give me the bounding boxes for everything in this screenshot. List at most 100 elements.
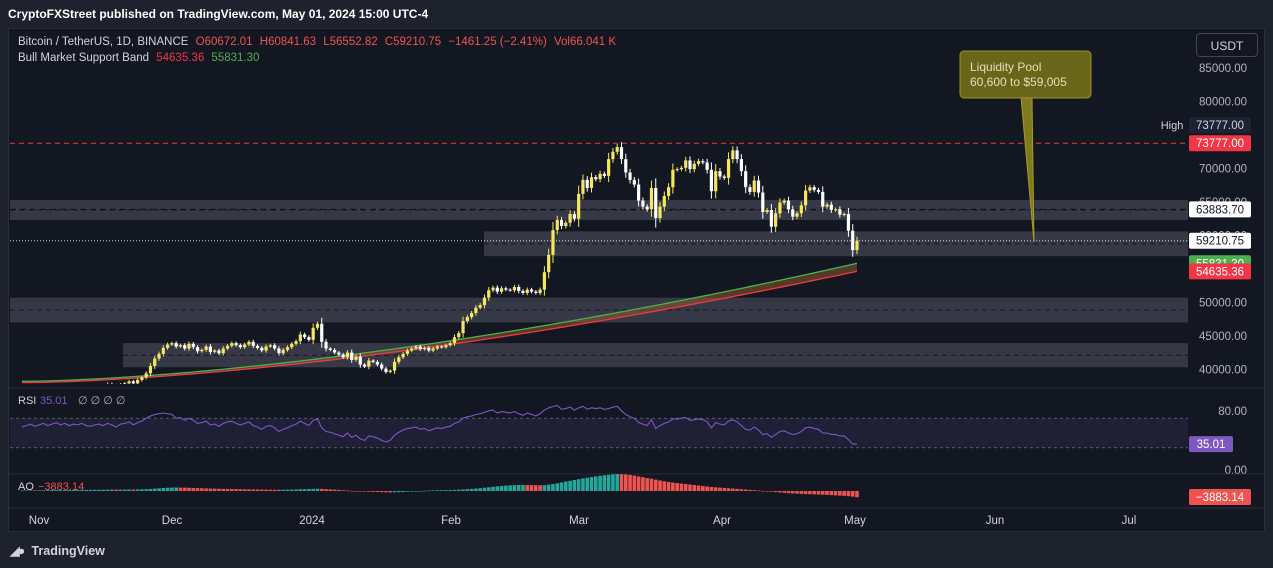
ao-bar	[212, 488, 217, 491]
ao-bar	[24, 490, 29, 492]
candle-body	[615, 147, 619, 152]
price-label-bg-high	[1189, 135, 1251, 152]
candle-body	[619, 147, 624, 160]
candle-body	[187, 343, 191, 349]
ao-bar	[581, 478, 585, 491]
candle-body	[838, 209, 842, 215]
ao-bar	[63, 490, 67, 491]
ao-bar	[371, 491, 375, 492]
ao-bar	[611, 474, 615, 491]
ao-bar	[696, 485, 701, 491]
candle-body	[688, 160, 692, 170]
candle-body	[709, 169, 714, 192]
ao-bar	[833, 491, 838, 496]
candle-body	[658, 206, 662, 219]
candle-body	[161, 347, 165, 354]
ao-bar	[165, 487, 170, 491]
rsi-legend-nulls: ∅ ∅ ∅ ∅	[78, 395, 126, 407]
candle-body	[786, 200, 791, 210]
liquidity-pool-box	[959, 50, 1092, 99]
candle-body	[461, 321, 465, 334]
currency-button[interactable]: USDT	[1196, 33, 1258, 57]
candle-body	[585, 179, 589, 188]
bull-band-group	[21, 262, 858, 384]
ao-bar	[542, 485, 547, 491]
candle-body	[769, 209, 773, 227]
candle-body	[821, 191, 825, 207]
ao-bar	[658, 480, 662, 491]
liquidity-pool-line2: 60,600 to $59,005	[970, 75, 1067, 89]
tradingview-logo[interactable]: ◢● TradingView	[10, 543, 105, 558]
candle-body	[217, 350, 221, 354]
candle-body	[384, 368, 388, 372]
ao-bar	[478, 488, 482, 491]
candle-body	[362, 364, 367, 367]
ao-bar	[782, 491, 787, 493]
candle-body	[225, 345, 230, 349]
price-label-bg-last	[1189, 232, 1251, 249]
candle-body	[632, 179, 636, 185]
ao-bar	[204, 488, 208, 491]
ao-bar	[666, 481, 671, 491]
candle-body	[440, 346, 444, 348]
ao-bar	[414, 491, 418, 492]
ao-bar	[726, 488, 731, 491]
ao-bar	[456, 489, 461, 491]
candle-body	[474, 307, 478, 314]
ao-bar	[178, 487, 183, 491]
candle-body	[341, 354, 345, 358]
ao-bar	[855, 491, 859, 498]
ao-bar	[602, 475, 607, 491]
time-tick-dec: Dec	[162, 515, 183, 527]
candle-body	[624, 159, 628, 173]
candle-body	[607, 159, 611, 176]
candle-body	[148, 365, 153, 374]
candle-body	[358, 356, 362, 365]
ao-bar	[683, 484, 688, 491]
rsi-band	[10, 418, 1188, 448]
candle-body	[337, 352, 341, 355]
ao-bar	[247, 489, 251, 491]
candle-body	[401, 353, 405, 358]
candle-body	[846, 213, 851, 231]
ao-legend-value: −3883.14	[38, 481, 84, 493]
ao-bar	[375, 491, 380, 492]
ao-bar	[731, 488, 735, 491]
candle-body	[273, 345, 277, 349]
ao-bar	[337, 489, 341, 491]
time-tick-may: May	[844, 515, 866, 527]
candle-body	[76, 391, 79, 392]
indicator-value-ema: 55831.30	[211, 52, 260, 64]
publisher-text: CryptoFXStreet published on TradingView.…	[8, 7, 429, 21]
candle-body	[405, 350, 409, 354]
ao-bar	[131, 489, 136, 491]
candle-body	[628, 172, 632, 180]
candle-body	[701, 161, 705, 163]
candle-body	[705, 162, 709, 170]
ao-bar	[110, 489, 114, 491]
candle-body	[85, 389, 88, 390]
price-label-bg-resistance	[1189, 201, 1251, 218]
ao-bar	[713, 487, 718, 491]
ao-bar	[846, 491, 851, 497]
price-tick-7: 40000.00	[1199, 364, 1247, 376]
ao-bar	[705, 486, 709, 491]
candle-body	[110, 384, 113, 385]
candle-body	[666, 187, 671, 196]
candle-body	[221, 348, 225, 354]
legend-open: O60672.01	[195, 36, 253, 48]
candle-body	[555, 220, 559, 231]
indicator-name[interactable]: Bull Market Support Band	[18, 52, 150, 64]
ao-bar	[808, 491, 812, 495]
symbol-name[interactable]: Bitcoin / TetherUS, 1D, BINANCE	[18, 36, 189, 48]
ao-bar	[525, 485, 530, 491]
candle-body	[538, 289, 542, 293]
candle-body	[782, 200, 786, 203]
ao-bar	[538, 485, 542, 491]
ao-bar	[174, 487, 178, 491]
candle-body	[457, 333, 461, 338]
price-tick-0: 85000.00	[1199, 63, 1247, 75]
candle-body	[534, 291, 538, 293]
ao-bar	[512, 485, 517, 491]
